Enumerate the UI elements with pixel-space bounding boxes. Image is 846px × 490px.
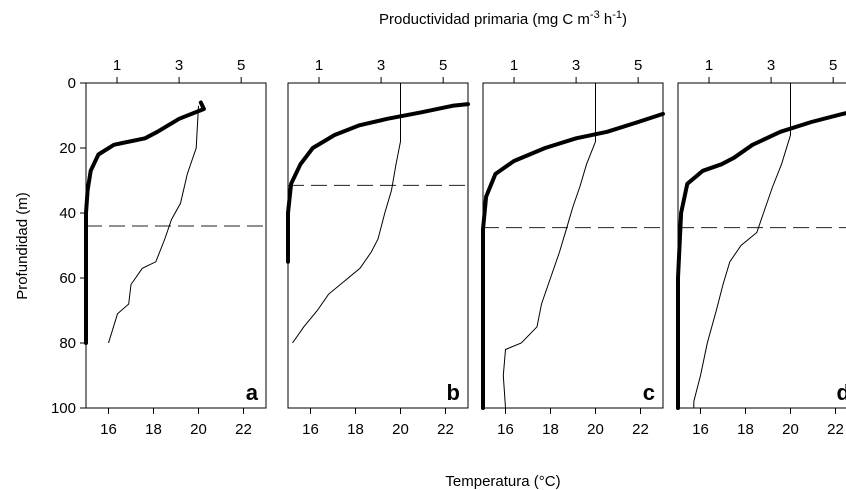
panel-c: 1 3 5 16 18 20 22 c — [481, 57, 665, 438]
bottom-tick-label: 20 — [190, 421, 207, 438]
top-axis-title-sup1: -3 — [590, 9, 600, 21]
y-tick-label: 40 — [59, 205, 76, 222]
bottom-tick-label: 18 — [145, 421, 162, 438]
top-axis-title: Productividad primaria (mg C m-3 h-1) — [379, 9, 627, 28]
bottom-tick-label: 22 — [437, 421, 454, 438]
bottom-tick-label: 22 — [235, 421, 252, 438]
temperature-line — [502, 83, 596, 409]
productivity-line — [676, 111, 846, 410]
temperature-line — [108, 105, 199, 344]
bottom-tick-label: 22 — [632, 421, 649, 438]
panel-frame — [677, 82, 846, 409]
top-axis-title-main: Productividad primaria (mg C m — [379, 11, 590, 28]
top-axis-title-sup2: -1 — [612, 9, 622, 21]
y-tick-label: 20 — [59, 140, 76, 157]
panel-label: a — [246, 380, 259, 405]
y-tick-label: 60 — [59, 270, 76, 287]
panel-b: 1 3 5 16 18 20 22 b — [286, 57, 470, 438]
panel-d: 1 3 5 16 18 20 22 d — [676, 57, 846, 438]
top-tick-label: 3 — [175, 57, 183, 74]
x-axis-title: Temperatura (°C) — [445, 473, 560, 490]
panel-frame — [482, 82, 664, 409]
bottom-tick-label: 20 — [587, 421, 604, 438]
temperature-line — [292, 83, 401, 344]
bottom-tick-label: 20 — [782, 421, 799, 438]
top-tick-label: 5 — [829, 57, 837, 74]
top-tick-label: 5 — [439, 57, 447, 74]
top-tick-label: 1 — [705, 57, 713, 74]
top-axis-title-end: ) — [622, 11, 627, 28]
bottom-tick-label: 18 — [347, 421, 364, 438]
bottom-tick-label: 22 — [827, 421, 844, 438]
productivity-line — [481, 111, 665, 410]
panel-label: d — [837, 380, 846, 405]
top-tick-label: 1 — [510, 57, 518, 74]
top-tick-label: 5 — [634, 57, 642, 74]
temperature-line — [693, 83, 791, 408]
y-tick-label: 80 — [59, 335, 76, 352]
bottom-tick-label: 16 — [100, 421, 117, 438]
top-tick-label: 1 — [113, 57, 121, 74]
panel-label: b — [447, 380, 460, 405]
y-tick-label: 100 — [51, 400, 76, 417]
top-tick-label: 3 — [572, 57, 580, 74]
panel-a: 0 20 40 60 80 100 1 3 5 16 18 20 22 a — [51, 57, 267, 438]
productivity-line — [84, 100, 206, 345]
bottom-tick-label: 16 — [497, 421, 514, 438]
y-tick-label: 0 — [68, 75, 76, 92]
bottom-tick-label: 18 — [542, 421, 559, 438]
productivity-line — [286, 102, 470, 264]
top-tick-label: 3 — [767, 57, 775, 74]
y-axis-title: Profundidad (m) — [14, 192, 31, 300]
top-tick-label: 3 — [377, 57, 385, 74]
bottom-tick-label: 20 — [392, 421, 409, 438]
panel-frame — [287, 82, 469, 409]
top-tick-label: 5 — [237, 57, 245, 74]
bottom-tick-label: 16 — [302, 421, 319, 438]
panel-frame — [85, 82, 267, 409]
bottom-tick-label: 18 — [737, 421, 754, 438]
top-axis-title-mid: h — [600, 11, 613, 28]
top-tick-label: 1 — [315, 57, 323, 74]
bottom-tick-label: 16 — [692, 421, 709, 438]
panel-label: c — [643, 380, 655, 405]
